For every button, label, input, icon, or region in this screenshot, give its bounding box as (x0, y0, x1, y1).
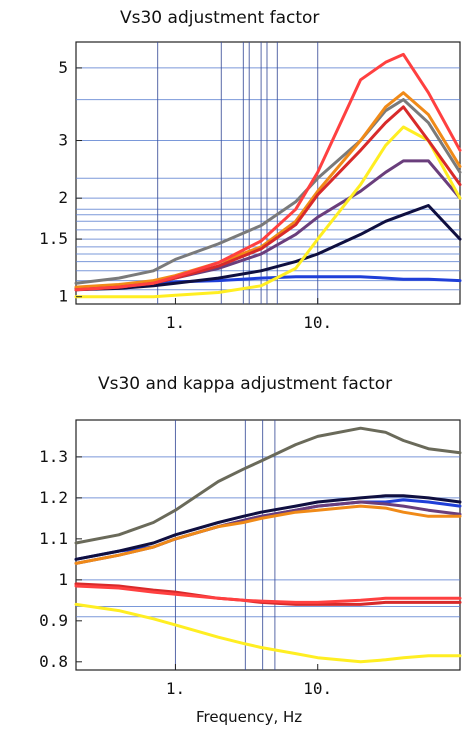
chart1-y-tick-label: 2 (58, 188, 68, 207)
chart2-series-7-line (74, 584, 462, 604)
chart1-series-3-line (74, 204, 462, 292)
x-axis-title: Frequency, Hz (196, 708, 303, 726)
chart1-y-tick-label: 3 (58, 131, 68, 150)
chart2-series-1-line (74, 426, 462, 545)
chart1-series-6-line (74, 91, 462, 289)
chart2-y-tick-label: 1.2 (39, 488, 68, 507)
chart1-title: Vs30 adjustment factor (120, 8, 320, 28)
chart1-y-tick-label: 1 (58, 287, 68, 306)
chart1-x-tick-label: 1. (166, 313, 185, 332)
chart1-plot-area (75, 41, 461, 305)
chart1-y-tick-label: 5 (58, 58, 68, 77)
chart2-series-6-line (74, 582, 462, 606)
chart1-series-5-line (74, 125, 462, 299)
chart2-y-tick-label: 1 (58, 570, 68, 589)
chart1-series-1-line (74, 98, 462, 285)
chart2-title: Vs30 and kappa adjustment factor (98, 374, 393, 394)
chart2-x-tick-label: 10. (303, 679, 332, 698)
chart2-x-tick-label: 1. (166, 679, 185, 698)
chart2-series-8-line (74, 602, 462, 664)
chart2-y-tick-label: 0.9 (39, 611, 68, 630)
chart1-y-tick-label: 1.5 (39, 229, 68, 248)
chart2-y-tick-label: 1.1 (39, 529, 68, 548)
chart1-series-8-line (74, 52, 462, 292)
chart1-x-tick-label: 10. (303, 313, 332, 332)
chart2-y-tick-label: 1.3 (39, 447, 68, 466)
chart2-y-tick-label: 0.8 (39, 652, 68, 671)
chart2-series-5-line (74, 504, 462, 565)
chart2-series-3-line (74, 494, 462, 561)
